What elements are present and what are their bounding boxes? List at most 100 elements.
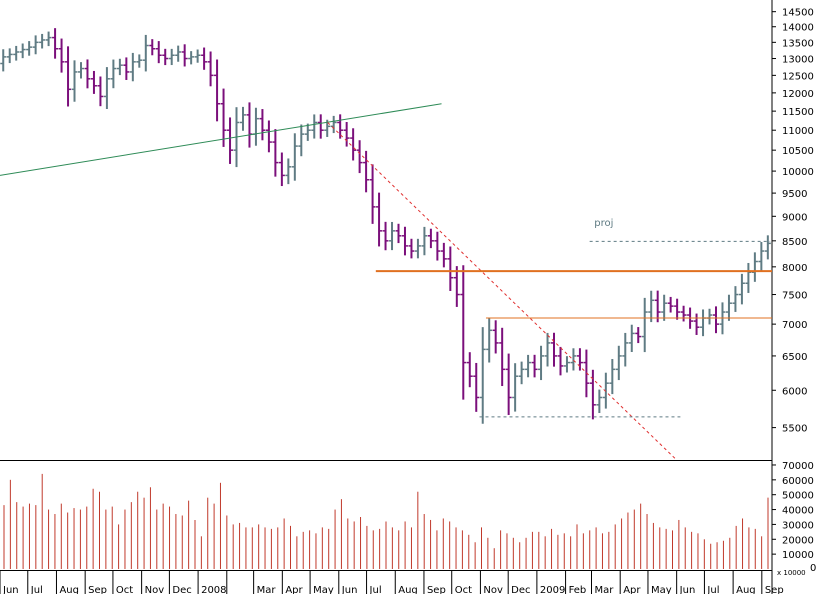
ohlc-bar [693, 313, 700, 335]
ohlc-bar [635, 327, 642, 344]
x-tick-label: 2009 [540, 585, 565, 594]
vol-tick-label: 50000 [782, 491, 814, 502]
ohlc-bar [265, 120, 272, 153]
ohlc-bar [350, 128, 357, 161]
ohlc-bar [291, 133, 298, 181]
x-tick-label: Dec [172, 585, 191, 594]
x-tick-label: Sep [765, 585, 784, 594]
ohlc-bar [745, 262, 752, 293]
ohlc-bar [667, 296, 674, 313]
ohlc-bar [538, 345, 545, 381]
ohlc-bar [239, 106, 246, 131]
annotations [0, 103, 772, 461]
ohlc-bar [337, 114, 344, 139]
ohlc-bar [272, 129, 279, 177]
x-tick-label: Aug [59, 585, 79, 594]
ohlc-bar [194, 49, 201, 63]
y-tick-label: 10500 [782, 146, 814, 157]
ohlc-bar [136, 54, 143, 68]
ohlc-bar [298, 124, 305, 157]
ohlc-bar [6, 48, 13, 64]
ohlc-bar [589, 369, 596, 420]
ohlc-bar [52, 28, 59, 59]
ohlc-bar [13, 45, 20, 61]
y-tick-label: 7000 [782, 320, 807, 331]
x-tick-label: Aug [736, 585, 756, 594]
ohlc-bar [259, 109, 266, 141]
ohlc-bar [162, 48, 169, 66]
x-tick-label: Aug [398, 585, 418, 594]
y-tick-label: 14000 [782, 23, 814, 34]
y-tick-label: 11000 [782, 126, 814, 137]
vol-tick-label: 30000 [782, 520, 814, 531]
x-tick-label: Jul [30, 585, 43, 594]
ohlc-bar [304, 123, 311, 141]
ohlc-bar [570, 348, 577, 371]
ohlc-bar [45, 31, 52, 47]
ohlc-bar [615, 345, 622, 381]
vol-tick-label: 40000 [782, 506, 814, 517]
y-tick-label: 12500 [782, 71, 814, 82]
ohlc-bar [622, 332, 629, 367]
ohlc-bar [712, 306, 719, 334]
ohlc-bar [479, 327, 486, 424]
ohlc-bar [84, 59, 91, 89]
ohlc-bar [376, 192, 383, 247]
x-tick-label: Sep [88, 585, 107, 594]
ohlc-bar [19, 43, 26, 59]
ohlc-bar [116, 58, 123, 76]
ohlc-bar [628, 324, 635, 353]
ohlc-bar [473, 362, 480, 412]
ohlc-bar [408, 238, 415, 259]
x-tick-label: 2008 [201, 585, 226, 594]
ohlc-bar [382, 221, 389, 251]
ohlc-bar [648, 290, 655, 323]
ohlc-bar [369, 164, 376, 224]
ohlc-bar [738, 273, 745, 305]
ohlc-bar [434, 231, 441, 261]
ohlc-bar [758, 241, 765, 271]
ohlc-bar [356, 140, 363, 174]
ohlc-bar [583, 349, 590, 398]
ohlc-bar [363, 150, 370, 193]
ohlc-bar [751, 252, 758, 282]
x-tick-label: May [313, 585, 334, 594]
vol-tick-label: 60000 [782, 476, 814, 487]
ohlc-bar [421, 226, 428, 256]
y-tick-label: 9500 [782, 189, 807, 200]
y-tick-label: 8500 [782, 237, 807, 248]
ohlc-bar [466, 352, 473, 388]
y-tick-label: 9000 [782, 212, 807, 223]
ohlc-bar [278, 152, 285, 187]
x-tick-label: May [651, 585, 672, 594]
ohlc-bar [518, 361, 525, 385]
y-tick-label: 5500 [782, 424, 807, 435]
y-tick-label: 12000 [782, 89, 814, 100]
x-tick-label: Feb [569, 585, 587, 594]
x-tick-label: Mar [594, 585, 614, 594]
ohlc-bar [110, 59, 117, 89]
ohlc-bar [427, 228, 434, 249]
ohlc-bar [732, 286, 739, 312]
y-tick-label: 6500 [782, 352, 807, 363]
x-tick-label: Jun [679, 585, 696, 594]
trendline [327, 122, 678, 461]
proj-label: proj [594, 218, 613, 229]
ohlc-bar [486, 318, 493, 363]
y-tick-label: 13500 [782, 38, 814, 49]
ohlc-bar [77, 62, 84, 79]
x-tick-label: Mar [257, 585, 277, 594]
ohlc-bar [220, 88, 227, 147]
vol-tick-label: 70000 [782, 461, 814, 472]
ohlc-bar [641, 297, 648, 353]
ohlc-bar [227, 117, 234, 164]
ohlc-bar [680, 305, 687, 322]
ohlc-bar [414, 238, 421, 259]
price-panel [0, 28, 771, 424]
ohlc-bar [706, 308, 713, 325]
vol-tick-label: 10000 [782, 550, 814, 561]
ohlc-bar [246, 102, 253, 148]
ohlc-bar [343, 122, 350, 147]
ohlc-bar [447, 246, 454, 291]
